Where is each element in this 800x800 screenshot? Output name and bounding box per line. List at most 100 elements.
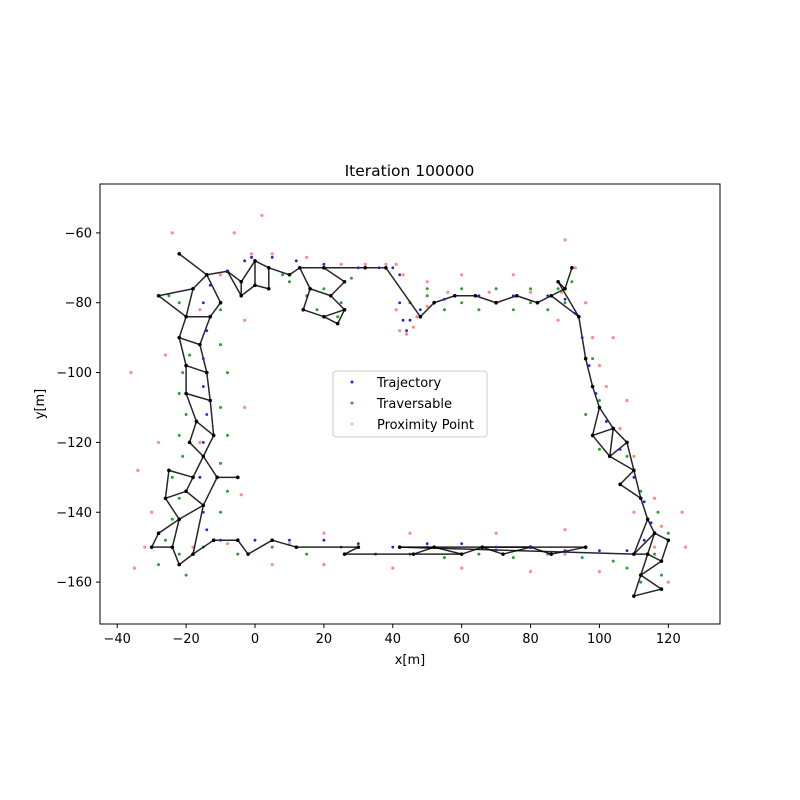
graph-node [177, 517, 182, 522]
graph-node [549, 552, 554, 556]
graph-edge [171, 519, 180, 548]
graph-edge [254, 260, 270, 269]
trajectory-point [219, 538, 222, 542]
x-tick-label: 40 [385, 632, 402, 647]
graph-edge [299, 267, 311, 290]
trajectory-point [198, 475, 202, 479]
traversable-point [546, 308, 550, 312]
graph-edge [330, 281, 346, 297]
proximity-point [401, 273, 405, 277]
trajectory-layer [198, 255, 653, 553]
traversable-point [281, 273, 285, 277]
graph-edge [192, 274, 208, 290]
proximity-point [394, 308, 398, 312]
trajectory-point [598, 549, 601, 553]
trajectory-point [205, 329, 209, 333]
graph-edge [209, 302, 222, 318]
graph-edge [654, 532, 669, 541]
traversable-point [653, 552, 657, 556]
proximity-point [339, 262, 343, 266]
graph-layer [149, 252, 671, 598]
graph-node [411, 552, 416, 556]
graph-edge [646, 532, 656, 555]
trajectory-point [580, 336, 584, 340]
trajectory-point [201, 510, 205, 514]
legend-marker-trajectory [350, 380, 354, 384]
traversable-point [570, 280, 574, 284]
graph-edge [530, 546, 552, 555]
trajectory-point [270, 255, 274, 259]
graph-node [638, 573, 643, 577]
graph-node [356, 545, 361, 549]
legend-label-traversable: Traversable [376, 397, 452, 412]
graph-edge [633, 532, 656, 555]
proximity-point [322, 531, 326, 535]
traversable-point [349, 276, 353, 280]
graph-edge [537, 295, 552, 304]
graph-edge [385, 267, 421, 318]
graph-node [191, 475, 195, 480]
traversable-point [322, 287, 326, 291]
graph-node [253, 283, 257, 288]
proximity-point [528, 290, 533, 294]
graph-edge [202, 455, 218, 478]
graph-node [384, 266, 388, 270]
graph-edge [158, 288, 194, 297]
proximity-point [170, 231, 174, 235]
traversable-point [336, 315, 340, 319]
graph-node [215, 475, 219, 480]
proximity-point [666, 580, 670, 584]
graph-node [480, 545, 485, 549]
trajectory-point [649, 521, 653, 525]
proximity-point [322, 563, 326, 567]
graph-edge [591, 407, 601, 436]
trajectory-point [477, 294, 481, 298]
graph-edge [344, 546, 359, 555]
graph-edge [323, 316, 339, 325]
trajectory-point [201, 441, 205, 444]
traversable-point [494, 287, 498, 291]
graph-edge [564, 267, 573, 289]
graph-edge [185, 288, 194, 317]
trajectory-point [408, 318, 412, 322]
graph-node [418, 314, 423, 319]
trajectory-point [494, 545, 498, 549]
graph-edge [268, 267, 290, 276]
traversable-point [584, 412, 588, 416]
proximity-point [136, 468, 140, 472]
graph-edge [237, 539, 249, 555]
proximity-point [680, 510, 684, 514]
graph-edge [185, 393, 198, 422]
trajectory-point [398, 301, 402, 305]
graph-edge [209, 400, 215, 436]
y-tick-label: −60 [65, 226, 92, 241]
trajectory-point [632, 475, 636, 479]
graph-edge [185, 490, 204, 506]
proximity-point [270, 252, 274, 256]
proximity-point [460, 566, 464, 570]
graph-edge [640, 574, 662, 590]
traversable-point [219, 461, 223, 465]
trajectory-point [391, 266, 395, 270]
trajectory-point [594, 392, 598, 395]
graph-node [432, 545, 436, 549]
graph-edge [168, 469, 194, 479]
graph-edge [185, 392, 211, 402]
graph-edge [226, 270, 242, 283]
graph-edge [633, 588, 662, 597]
legend: Trajectory Traversable Proximity Point [332, 370, 488, 438]
traversable-point [181, 371, 185, 375]
traversable-point [315, 308, 319, 312]
graph-edge [612, 427, 628, 443]
plot-area [129, 213, 688, 598]
graph-edge [609, 441, 628, 457]
proximity-point [584, 301, 588, 305]
graph-node [645, 517, 650, 522]
graph-node [638, 496, 643, 501]
x-tick-label: 80 [522, 632, 539, 647]
graph-edge [640, 498, 649, 520]
proximity-point [398, 329, 402, 333]
graph-node [556, 279, 560, 284]
graph-node [184, 363, 188, 368]
